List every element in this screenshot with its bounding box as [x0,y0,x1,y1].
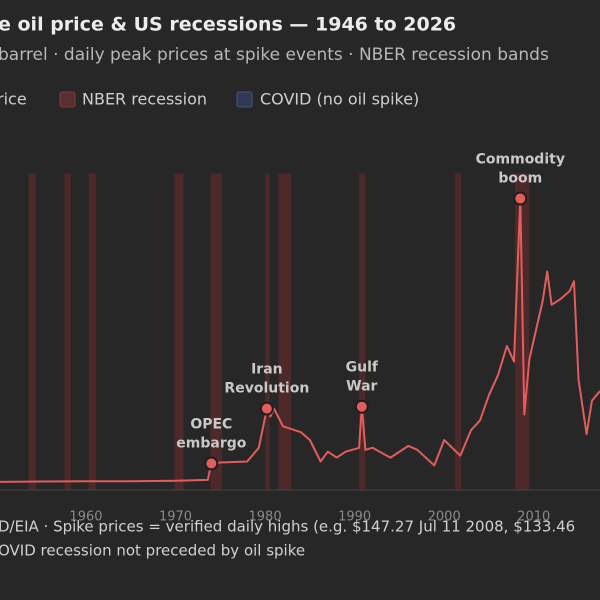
x-tick-label: 1970 [159,510,192,525]
event-label: Commodity [476,152,565,168]
event-label: embargo [176,435,246,451]
recession-band [64,173,71,490]
recession-band [28,173,36,490]
footer-note: D/EIA · Spike prices = verified daily hi… [0,518,575,536]
event-label: OPEC [190,416,232,432]
x-tick-label: 1980 [249,510,282,525]
x-tick-label: 1960 [69,510,102,525]
recession-band [278,173,292,490]
event-marker [513,191,528,206]
recession-band [265,173,270,490]
legend-swatch [236,91,253,108]
footer-note: OVID recession not preceded by oil spike [0,542,305,560]
chart-title: e oil price & US recessions — 1946 to 20… [0,14,456,36]
recession-band [88,173,96,490]
legend-swatch [59,91,76,108]
event-label: Iran [251,362,283,378]
event-marker [204,456,219,471]
x-tick-label: 2000 [428,510,461,525]
recession-band [454,173,462,490]
legend-label: rice [0,90,27,109]
recession-band [210,173,223,490]
recession-band [174,173,184,490]
price-line [0,197,600,483]
legend-label: NBER recession [82,90,207,109]
event-marker [354,399,369,414]
event-marker [259,401,274,416]
recession-band [359,173,366,490]
event-label: Gulf [346,360,379,376]
chart-subtitle: barrel · daily peak prices at spike even… [0,45,549,65]
x-tick-label: 2010 [517,510,550,525]
legend-label: COVID (no oil spike) [260,90,419,109]
event-label: boom [498,171,542,187]
x-tick-label: 1990 [338,510,371,525]
event-label: Revolution [224,381,309,397]
event-label: War [346,379,377,395]
